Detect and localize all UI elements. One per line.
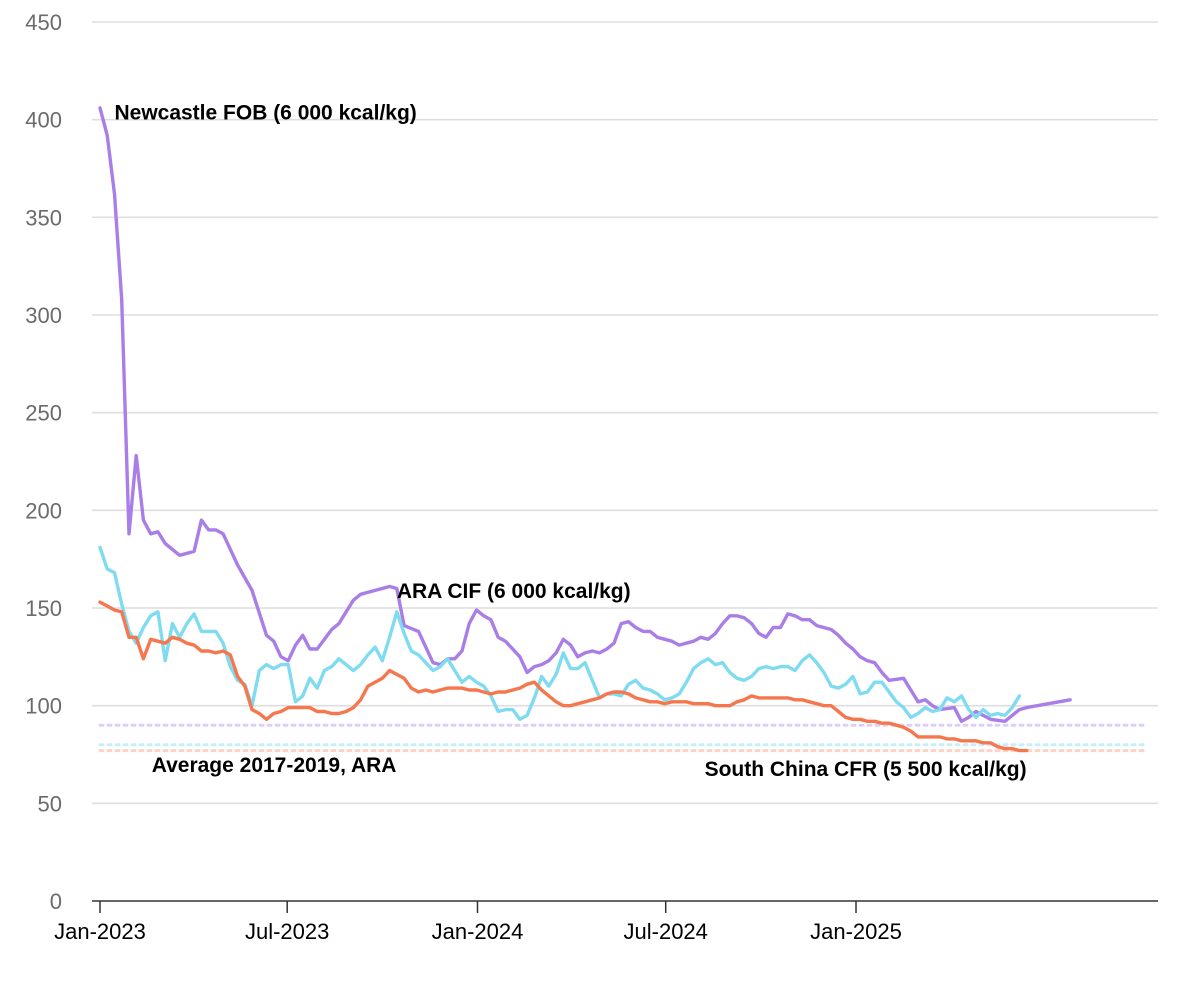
y-tick-label: 0 — [50, 889, 62, 914]
series-annotation: ARA CIF (6 000 kcal/kg) — [397, 580, 631, 603]
series-annotation: South China CFR (5 500 kcal/kg) — [705, 758, 1027, 781]
y-tick-label: 300 — [25, 303, 62, 328]
series-annotation: Average 2017-2019, ARA — [152, 754, 397, 777]
series-annotation: Newcastle FOB (6 000 kcal/kg) — [114, 102, 416, 125]
series-line — [98, 106, 1072, 723]
x-tick-label: Jan-2023 — [54, 919, 146, 944]
y-tick-label: 450 — [25, 10, 62, 35]
x-tick-label: Jan-2025 — [810, 919, 902, 944]
horizontal-gridlines — [92, 21, 1158, 805]
y-tick-label: 50 — [38, 791, 62, 816]
y-tick-label: 150 — [25, 596, 62, 621]
series-annotations: Newcastle FOB (6 000 kcal/kg) ARA CIF (6 … — [114, 102, 1026, 781]
series-line — [98, 545, 1022, 721]
x-tick-label: Jan-2024 — [432, 919, 524, 944]
x-tick-label: Jul-2024 — [624, 919, 708, 944]
x-axis: Jan-2023 Jul-2023 Jan-2024 Jul-2024 Jan-2025 — [54, 900, 1158, 944]
y-tick-label: 200 — [25, 498, 62, 523]
y-tick-label: 350 — [25, 205, 62, 230]
reference-lines — [98, 723, 1148, 753]
x-tick-label: Jul-2023 — [245, 919, 329, 944]
y-axis: 0 50 100 150 200 250 300 350 400 450 — [25, 10, 62, 914]
y-tick-label: 250 — [25, 401, 62, 426]
y-tick-label: 400 — [25, 108, 62, 133]
series-lines — [98, 106, 1072, 753]
y-tick-label: 100 — [25, 694, 62, 719]
series-line — [98, 600, 1029, 753]
